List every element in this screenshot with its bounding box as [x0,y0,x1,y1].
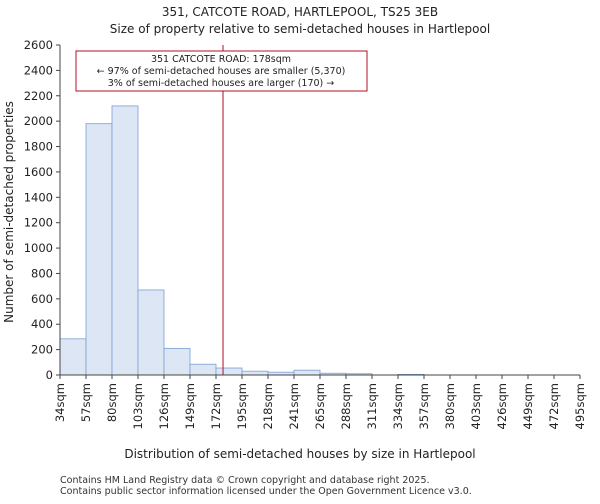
annotation-line-1: 351 CATCOTE ROAD: 178sqm [151,54,291,65]
bar-149sqm [189,363,217,376]
x-tick-label: 57sqm [79,383,93,422]
annotation-line-2: ← 97% of semi-detached houses are smalle… [97,66,346,77]
x-tick-label: 357sqm [417,383,431,429]
x-tick-label: 403sqm [469,383,483,429]
x-tick-label: 34sqm [53,383,67,422]
x-tick-label: 288sqm [339,383,353,429]
bar-126sqm [163,347,191,376]
annotation-line-3: 3% of semi-detached houses are larger (1… [108,78,335,89]
x-tick-label: 311sqm [365,383,379,429]
chart-subtitle: Size of property relative to semi-detach… [110,22,490,36]
x-tick-label: 472sqm [547,383,561,429]
x-tick-label: 241sqm [287,383,301,429]
bar-57sqm [85,123,113,376]
y-tick-label: 1200 [24,216,53,230]
y-axis-label: Number of semi-detached properties [2,101,16,323]
x-tick-label: 380sqm [443,383,457,429]
footer-line-2: Contains public sector information licen… [60,486,472,497]
y-tick-label: 1800 [24,140,53,154]
x-tick-label: 495sqm [573,383,587,429]
y-tick-label: 200 [31,343,53,357]
y-tick-label: 800 [31,266,53,280]
bar-195sqm [241,370,269,376]
x-tick-label: 103sqm [131,383,145,429]
x-tick-label: 172sqm [209,383,223,429]
x-tick-label: 126sqm [157,383,171,429]
y-tick-label: 1000 [24,241,53,255]
footer-line-1: Contains HM Land Registry data © Crown c… [60,475,430,486]
bar-103sqm [137,289,165,376]
x-tick-label: 426sqm [495,383,509,429]
y-tick-label: 2600 [24,38,53,52]
x-tick-label: 265sqm [313,383,327,429]
y-tick-label: 400 [31,317,53,331]
y-tick-label: 2200 [24,89,53,103]
y-tick-label: 1600 [24,165,53,179]
y-tick-label: 1400 [24,190,53,204]
y-tick-label: 600 [31,292,53,306]
x-tick-label: 449sqm [521,383,535,429]
x-tick-label: 149sqm [183,383,197,429]
y-tick-label: 0 [46,368,53,382]
bar-34sqm [59,338,87,376]
x-tick-label: 195sqm [235,383,249,429]
y-tick-label: 2400 [24,63,53,77]
x-tick-label: 218sqm [261,383,275,429]
annotation-rect [75,50,368,92]
y-axis-ticks: 0 200 400 600 800 1000 1200 1400 1600 1800 2000 220… [24,38,60,382]
bar-241sqm [293,369,321,376]
x-tick-label: 80sqm [105,383,119,422]
bar-80sqm [111,105,139,376]
x-axis-ticks: 34sqm 57sqm 80sqm 103sqm 126sqm 149sqm 172sqm 1… [53,375,587,429]
chart-title: 351, CATCOTE ROAD, HARTLEPOOL, TS25 3EB [162,5,438,19]
bar-172sqm [215,367,243,376]
annotation-box: 351 CATCOTE ROAD: 178sqm ← 97% of semi-d… [75,50,368,92]
x-axis-label: Distribution of semi-detached houses by … [124,447,475,461]
x-tick-label: 334sqm [391,383,405,429]
y-tick-label: 2000 [24,114,53,128]
bars-group [59,105,425,376]
